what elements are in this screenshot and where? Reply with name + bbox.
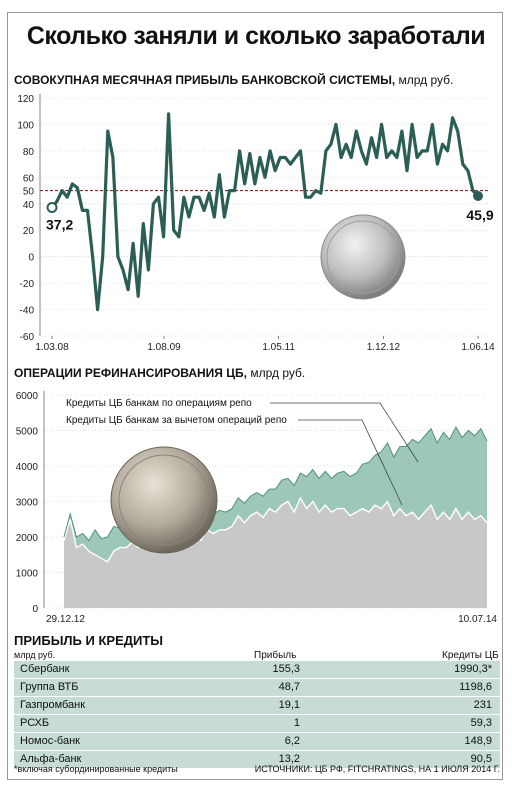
bank-profit: 155,3 — [272, 663, 300, 675]
table-row: Группа ВТБ 48,7 1198,6 — [14, 679, 500, 697]
table-body: Сбербанк 155,3 1990,3* Группа ВТБ 48,7 1… — [14, 661, 500, 769]
table-header-credit: Кредиты ЦБ — [442, 650, 499, 661]
profit-y-tick-label: 100 — [17, 120, 34, 131]
profit-y-ticks: 120 100 80 60 50 40 20 0 -20 -40 -60 — [17, 94, 34, 343]
profit-y-tick-label: 60 — [23, 173, 35, 184]
page-title: Сколько заняли и сколько заработали — [26, 22, 486, 50]
refinance-y-tick-label: 4000 — [16, 462, 39, 473]
profit-x-tick-label: 1.08.09 — [147, 342, 181, 353]
bank-name: РСХБ — [20, 717, 50, 729]
footnote: *включая субординированные кредиты — [14, 764, 178, 774]
refinance-y-tick-label: 6000 — [16, 391, 39, 402]
refinance-chart-unit: млрд руб. — [250, 366, 306, 380]
bank-name: Альфа-банк — [20, 753, 82, 765]
profit-x-tick-label: 1.12.12 — [367, 342, 401, 353]
profit-y-tick-label: 120 — [17, 94, 34, 105]
bank-credit: 59,3 — [470, 717, 492, 729]
profit-series-line — [50, 112, 480, 312]
legend-label-net: Кредиты ЦБ банкам за вычетом операций ре… — [66, 414, 287, 426]
ruble-coin-rim — [326, 220, 400, 294]
profit-y-tick-label: -20 — [20, 279, 35, 290]
bank-credit: 1990,3* — [454, 663, 492, 675]
bank-profit: 1 — [293, 717, 300, 729]
bank-credit: 231 — [473, 699, 492, 711]
bank-profit: 19,1 — [278, 699, 300, 711]
profit-y-tick-label: -40 — [20, 306, 35, 317]
refinance-y-tick-label: 3000 — [16, 498, 39, 509]
table-row: Альфа-банк 13,2 90,5 — [14, 751, 500, 769]
bank-name: Газпромбанк — [20, 699, 86, 711]
profit-x-tick-label: 1.06.14 — [461, 342, 495, 353]
bank-profit: 48,7 — [278, 681, 300, 693]
table-row: Сбербанк 155,3 1990,3* — [14, 661, 500, 679]
refinance-x-tick-label: 10.07.14 — [458, 614, 497, 625]
refinance-y-tick-label: 1000 — [16, 569, 39, 580]
profit-x-tick-label: 1.03.08 — [35, 342, 69, 353]
profit-chart-title: СОВОКУПНАЯ МЕСЯЧНАЯ ПРИБЫЛЬ БАНКОВСКОЙ С… — [14, 73, 453, 87]
table-unit: млрд руб. — [14, 650, 56, 660]
bank-profit: 6,2 — [284, 735, 300, 747]
refinance-legend: Кредиты ЦБ банкам по операциям репо Креди… — [66, 397, 419, 506]
legend-label-total: Кредиты ЦБ банкам по операциям репо — [66, 397, 252, 409]
legend-leader-net — [298, 419, 403, 506]
bank-profit: 13,2 — [278, 753, 300, 765]
profit-y-tick-label: 50 — [23, 187, 35, 198]
coin-icon — [110, 446, 218, 554]
legend-leader-total — [270, 402, 419, 463]
table-row: Номос-банк 6,2 148,9 — [14, 733, 500, 751]
source-note: ИСТОЧНИКИ: ЦБ РФ, FITCHRATINGS, НА 1 ИЮЛ… — [254, 764, 500, 774]
refinance-y-tick-label: 2000 — [16, 533, 39, 544]
profit-chart-unit: млрд руб. — [398, 73, 454, 87]
refinance-y-ticks: 6000 5000 4000 3000 2000 1000 0 — [16, 391, 39, 615]
refinance-chart-title: ОПЕРАЦИИ РЕФИНАНСИРОВАНИЯ ЦБ, млрд руб. — [14, 366, 305, 380]
refinance-x-tick-label: 29.12.12 — [46, 614, 85, 625]
refinance-y-tick-label: 0 — [32, 604, 38, 615]
refinance-chart-title-text: ОПЕРАЦИИ РЕФИНАНСИРОВАНИЯ ЦБ, — [14, 366, 247, 380]
profit-x-ticks: 1.03.08 1.08.09 1.05.11 1.12.12 1.06.14 — [35, 336, 495, 353]
profit-end-label: 45,9 — [466, 207, 493, 223]
profit-y-tick-label: 0 — [28, 253, 34, 264]
outer-frame — [7, 12, 503, 780]
profit-y-tick-label: 80 — [23, 147, 35, 158]
profit-y-tick-label: 20 — [23, 226, 35, 237]
bank-name: Группа ВТБ — [20, 681, 79, 693]
table-header-profit: Прибыль — [254, 650, 297, 661]
ruble-coin-icon — [320, 214, 406, 300]
bank-credit: 148,9 — [464, 735, 492, 747]
profit-chart-title-text: СОВОКУПНАЯ МЕСЯЧНАЯ ПРИБЫЛЬ БАНКОВСКОЙ С… — [14, 73, 396, 87]
bank-name: Номос-банк — [20, 735, 80, 747]
bank-name: Сбербанк — [20, 663, 70, 675]
profit-x-tick-label: 1.05.11 — [262, 342, 295, 353]
refinance-x-ticks: 29.12.12 10.07.14 — [46, 614, 497, 625]
bank-credit: 90,5 — [470, 753, 492, 765]
coin-rim — [118, 454, 210, 546]
table-row: РСХБ 1 59,3 — [14, 715, 500, 733]
bank-credit: 1198,6 — [459, 681, 492, 693]
refinance-y-tick-label: 5000 — [16, 427, 39, 438]
profit-start-point — [46, 201, 58, 213]
profit-end-point — [473, 190, 483, 201]
table-title: ПРИБЫЛЬ И КРЕДИТЫ — [14, 633, 164, 648]
profit-y-tick-label: 40 — [23, 200, 35, 211]
profit-start-label: 37,2 — [46, 216, 73, 232]
table-row: Газпромбанк 19,1 231 — [14, 697, 500, 715]
profit-y-tick-label: -60 — [20, 332, 35, 343]
series-net-area — [64, 497, 487, 608]
